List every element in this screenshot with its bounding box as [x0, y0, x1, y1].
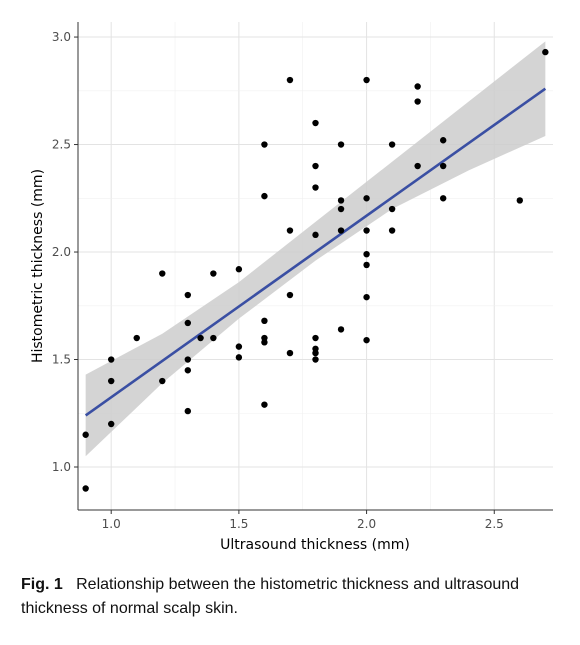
data-point [184, 319, 192, 327]
data-point [184, 367, 192, 374]
data-point [286, 349, 294, 357]
data-point [312, 119, 319, 127]
data-point [439, 162, 447, 170]
data-point [184, 407, 192, 415]
data-point [286, 76, 294, 84]
data-point [235, 354, 243, 361]
data-point [363, 293, 370, 301]
data-point [337, 227, 345, 234]
data-point [388, 205, 396, 213]
caption-label: Fig. 1 [21, 576, 63, 593]
confidence-band-group [85, 41, 546, 457]
y-axis-ticks: 1.0 1.5 2.0 2.5 3.0 [52, 30, 78, 474]
data-point [312, 231, 319, 239]
data-point [312, 334, 319, 342]
data-point [542, 48, 549, 56]
data-point [337, 326, 345, 333]
data-point [363, 261, 370, 269]
y-tick-label: 3.0 [52, 30, 71, 44]
data-point [261, 317, 268, 325]
data-point [337, 197, 345, 204]
caption-text: Relationship between the histometric thi… [21, 576, 520, 617]
data-point [516, 197, 524, 204]
x-tick-label: 1.5 [229, 517, 248, 531]
data-point [235, 343, 243, 350]
data-point [363, 227, 370, 234]
data-point [439, 195, 447, 202]
data-point [414, 162, 421, 170]
data-point [184, 356, 192, 363]
data-point [286, 227, 294, 234]
data-point [261, 141, 268, 148]
data-point [184, 291, 192, 299]
data-point [82, 431, 89, 438]
data-point [363, 195, 370, 202]
confidence-band [85, 41, 546, 457]
x-axis-title: Ultrasound thickness (mm) [220, 537, 410, 553]
y-axis-title: Histometric thickness (mm) [30, 169, 46, 363]
data-point [363, 250, 370, 258]
data-point [133, 334, 140, 342]
data-point [210, 270, 217, 277]
data-point [312, 345, 319, 352]
data-point [337, 141, 345, 148]
data-point [439, 137, 447, 144]
regression-line [84, 87, 547, 417]
data-point [363, 76, 370, 84]
axes [77, 22, 553, 511]
data-point [388, 141, 396, 148]
data-point [107, 377, 115, 385]
data-points [82, 48, 549, 492]
y-tick-label: 1.0 [52, 460, 71, 474]
x-tick-label: 1.0 [102, 517, 121, 531]
data-point [107, 356, 115, 363]
figure-caption: Fig. 1 Relationship between the histomet… [21, 573, 561, 621]
data-point [388, 227, 396, 234]
data-point [312, 162, 319, 170]
data-point [312, 356, 319, 363]
data-point [337, 205, 345, 213]
fit-line-group [84, 87, 547, 417]
x-tick-label: 2.0 [357, 517, 376, 531]
data-point [82, 485, 89, 492]
data-point [312, 184, 319, 191]
data-point [235, 266, 243, 273]
y-tick-label: 2.0 [52, 245, 71, 259]
y-tick-label: 1.5 [52, 353, 71, 367]
scatter-plot: 1.0 1.5 2.0 2.5 1.0 1.5 2.0 2.5 3.0 Ultrasound … [30, 22, 553, 553]
x-tick-label: 2.5 [485, 517, 504, 531]
data-point [261, 334, 268, 342]
data-point [107, 420, 115, 428]
data-point [363, 336, 370, 344]
data-point [210, 334, 217, 342]
x-axis-ticks: 1.0 1.5 2.0 2.5 [102, 510, 504, 531]
y-tick-label: 2.5 [52, 138, 71, 152]
data-point [261, 192, 268, 200]
data-point [286, 291, 294, 299]
data-point [261, 401, 268, 408]
data-point [414, 98, 421, 105]
data-point [197, 334, 204, 342]
data-point [159, 270, 166, 277]
data-point [159, 377, 166, 385]
data-point [414, 83, 421, 90]
